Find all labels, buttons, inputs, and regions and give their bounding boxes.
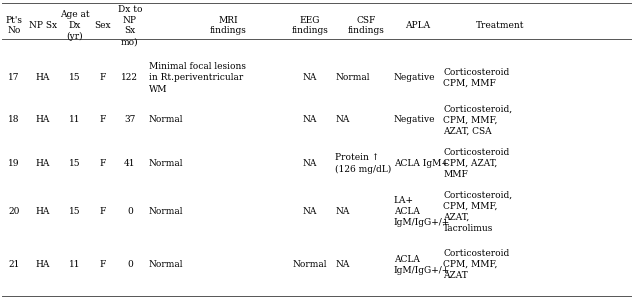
Text: 122: 122 — [122, 74, 138, 82]
Text: NP Sx: NP Sx — [29, 21, 57, 30]
Text: Corticosteroid
CPM, AZAT,
MMF: Corticosteroid CPM, AZAT, MMF — [443, 148, 510, 179]
Text: HA: HA — [36, 74, 50, 82]
Text: HA: HA — [36, 260, 50, 269]
Text: NA: NA — [303, 207, 317, 216]
Text: 15: 15 — [69, 207, 80, 216]
Text: 11: 11 — [69, 116, 80, 124]
Text: Dx to
NP
Sx
mo): Dx to NP Sx mo) — [118, 5, 142, 46]
Text: CSF
findings: CSF findings — [348, 16, 384, 35]
Text: NA: NA — [303, 116, 317, 124]
Text: 15: 15 — [69, 159, 80, 168]
Text: MRI
findings: MRI findings — [210, 16, 246, 35]
Text: 0: 0 — [127, 260, 133, 269]
Text: NA: NA — [335, 207, 350, 216]
Text: Negative: Negative — [394, 74, 436, 82]
Text: 0: 0 — [127, 207, 133, 216]
Text: 41: 41 — [124, 159, 135, 168]
Text: EEG
findings: EEG findings — [292, 16, 329, 35]
Text: Corticosteroid
CPM, MMF,
AZAT: Corticosteroid CPM, MMF, AZAT — [443, 249, 510, 280]
Text: Normal: Normal — [149, 116, 184, 124]
Text: HA: HA — [36, 116, 50, 124]
Text: HA: HA — [36, 159, 50, 168]
Text: 37: 37 — [124, 116, 135, 124]
Text: NA: NA — [335, 260, 350, 269]
Text: Age at
Dx
(yr): Age at Dx (yr) — [60, 10, 89, 41]
Text: NA: NA — [303, 159, 317, 168]
Text: Normal: Normal — [335, 74, 370, 82]
Text: 15: 15 — [69, 74, 80, 82]
Text: Treatment: Treatment — [476, 21, 524, 30]
Text: Protein ↑
(126 mg/dL): Protein ↑ (126 mg/dL) — [335, 153, 392, 174]
Text: F: F — [99, 260, 106, 269]
Text: 21: 21 — [8, 260, 20, 269]
Text: NA: NA — [335, 116, 350, 124]
Text: Corticosteroid,
CPM, MMF,
AZAT, CSA: Corticosteroid, CPM, MMF, AZAT, CSA — [443, 104, 512, 136]
Text: 17: 17 — [8, 74, 20, 82]
Text: Minimal focal lesions
in Rt.periventricular
WM: Minimal focal lesions in Rt.periventricu… — [149, 62, 246, 94]
Text: NA: NA — [303, 74, 317, 82]
Text: Corticosteroid,
CPM, MMF,
AZAT,
Tacrolimus: Corticosteroid, CPM, MMF, AZAT, Tacrolim… — [443, 190, 512, 233]
Text: Normal: Normal — [293, 260, 327, 269]
Text: F: F — [99, 207, 106, 216]
Text: APLA: APLA — [405, 21, 430, 30]
Text: Negative: Negative — [394, 116, 436, 124]
Text: Corticosteroid
CPM, MMF: Corticosteroid CPM, MMF — [443, 68, 510, 88]
Text: 18: 18 — [8, 116, 20, 124]
Text: HA: HA — [36, 207, 50, 216]
Text: F: F — [99, 159, 106, 168]
Text: 11: 11 — [69, 260, 80, 269]
Text: ACLA
IgM/IgG+/+: ACLA IgM/IgG+/+ — [394, 254, 450, 275]
Text: Pt's
No: Pt's No — [6, 16, 22, 35]
Text: 19: 19 — [8, 159, 20, 168]
Text: ACLA IgM+: ACLA IgM+ — [394, 159, 449, 168]
Text: LA+
ACLA
IgM/IgG+/+: LA+ ACLA IgM/IgG+/+ — [394, 196, 450, 227]
Text: F: F — [99, 116, 106, 124]
Text: Sex: Sex — [94, 21, 111, 30]
Text: 20: 20 — [8, 207, 20, 216]
Text: Normal: Normal — [149, 260, 184, 269]
Text: Normal: Normal — [149, 159, 184, 168]
Text: Normal: Normal — [149, 207, 184, 216]
Text: F: F — [99, 74, 106, 82]
